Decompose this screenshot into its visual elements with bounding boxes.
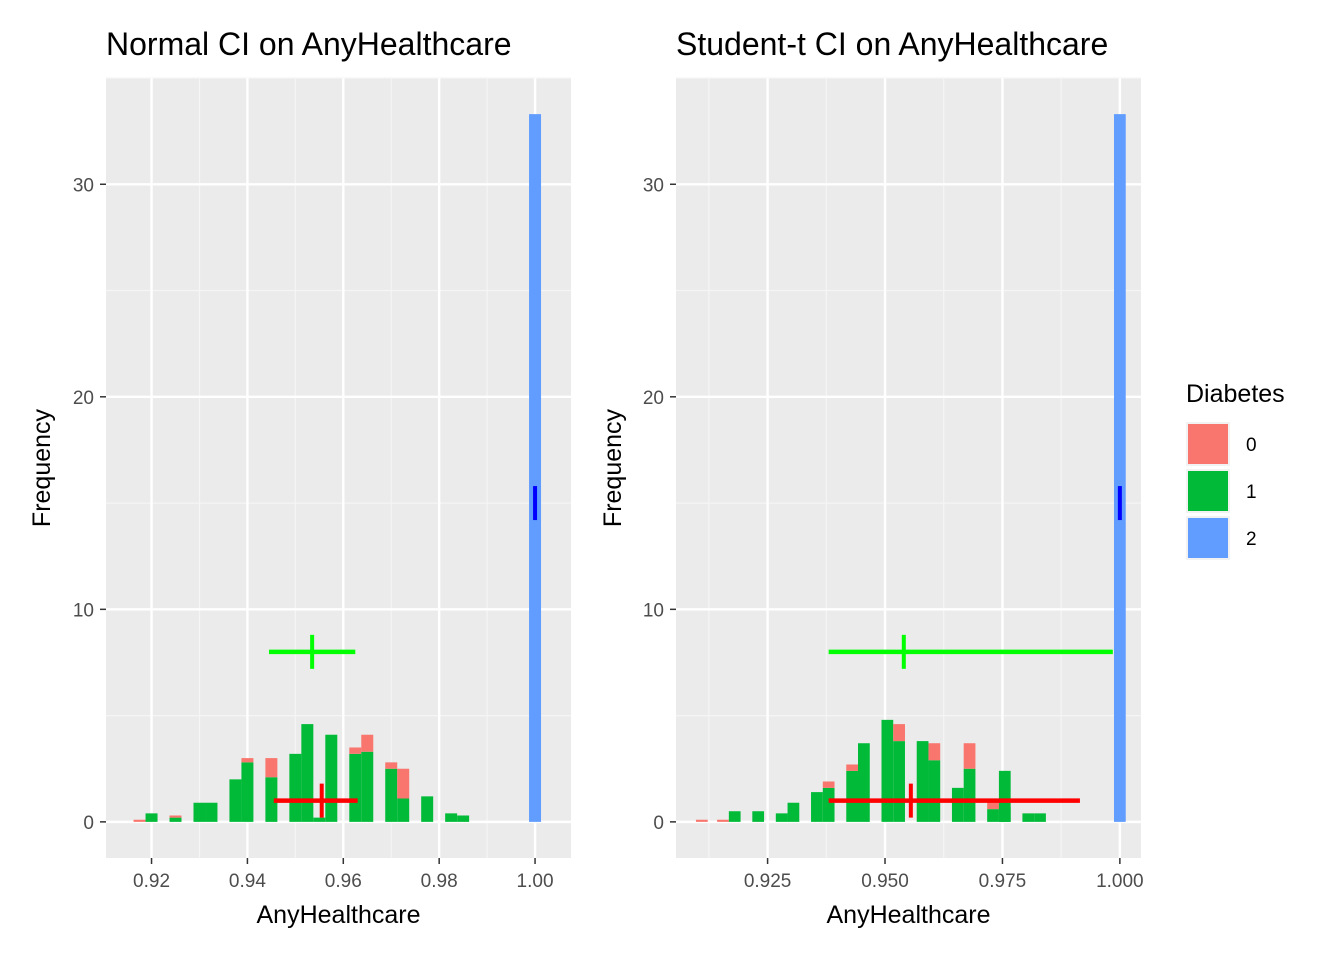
histogram-bar bbox=[775, 813, 788, 822]
histogram-bar bbox=[1022, 813, 1035, 822]
x-axis-title: AnyHealthcare bbox=[827, 901, 991, 929]
histogram-bar bbox=[822, 787, 835, 822]
histogram-bar bbox=[457, 815, 470, 822]
chart-title: Normal CI on AnyHealthcare bbox=[106, 26, 512, 62]
histogram-bar bbox=[811, 792, 823, 822]
histogram-bar bbox=[893, 724, 905, 742]
histogram-bar bbox=[998, 770, 1011, 822]
x-tick-label: 0.94 bbox=[229, 871, 266, 892]
histogram-bar bbox=[881, 719, 894, 822]
histogram-bar bbox=[445, 813, 458, 822]
x-tick-label: 0.975 bbox=[979, 871, 1027, 892]
histogram-bar bbox=[397, 768, 410, 799]
x-tick-label: 0.98 bbox=[421, 871, 458, 892]
histogram-bar bbox=[193, 802, 206, 822]
x-tick-label: 0.96 bbox=[325, 871, 362, 892]
histogram-bar bbox=[787, 802, 800, 822]
histogram-bar bbox=[987, 809, 999, 822]
histogram-bar bbox=[1113, 114, 1126, 822]
histogram-bar bbox=[987, 800, 999, 810]
histogram-bar bbox=[241, 758, 254, 763]
chart-panel-1: 0 10 20 30 0.92 0.94 0.96 0.98 1.00 Normal CI on … bbox=[28, 26, 571, 929]
histogram-bar bbox=[265, 758, 278, 778]
histogram-bar bbox=[858, 743, 870, 822]
histogram-bar bbox=[349, 753, 362, 822]
panel-background bbox=[676, 78, 1141, 858]
legend-title: Diabetes bbox=[1186, 380, 1285, 408]
y-tick-label: 0 bbox=[83, 813, 94, 834]
histogram-bar bbox=[169, 815, 182, 818]
histogram-bar bbox=[229, 779, 242, 822]
histogram-bar bbox=[846, 770, 859, 822]
histogram-bar bbox=[695, 819, 708, 822]
x-tick-label: 0.925 bbox=[744, 871, 792, 892]
histogram-bar bbox=[951, 787, 964, 822]
histogram-bar bbox=[265, 777, 278, 822]
histogram-bar bbox=[963, 743, 976, 769]
chart-panel-2: 0 10 20 30 0.925 0.950 0.975 1.000 Student-t CI … bbox=[599, 26, 1144, 929]
histogram-bar bbox=[325, 734, 338, 822]
histogram-bar bbox=[133, 819, 146, 822]
y-tick-label: 10 bbox=[73, 600, 94, 621]
histogram-bar bbox=[717, 819, 729, 822]
y-tick-label: 10 bbox=[643, 600, 664, 621]
histogram-bar bbox=[421, 796, 434, 822]
legend-swatch-2 bbox=[1188, 518, 1228, 558]
histogram-bar bbox=[385, 768, 398, 822]
y-tick-label: 30 bbox=[643, 175, 664, 196]
x-tick-label: 1.00 bbox=[517, 871, 554, 892]
histogram-bar bbox=[241, 762, 254, 822]
panel-background bbox=[106, 78, 571, 858]
histogram-bar bbox=[289, 753, 302, 822]
legend-label-2: 2 bbox=[1246, 529, 1257, 550]
histogram-bar bbox=[385, 762, 398, 769]
y-tick-label: 20 bbox=[73, 388, 94, 409]
histogram-bar bbox=[928, 743, 941, 761]
legend-label-0: 0 bbox=[1246, 435, 1257, 456]
histogram-bar bbox=[728, 811, 741, 822]
legend: Diabetes 0 1 2 bbox=[1186, 380, 1285, 560]
x-tick-label: 0.950 bbox=[861, 871, 909, 892]
histogram-bar bbox=[349, 747, 362, 754]
histogram-bar bbox=[963, 768, 976, 822]
y-axis-title: Frequency bbox=[599, 408, 627, 527]
histogram-bar bbox=[893, 741, 905, 822]
histogram-bar bbox=[928, 760, 941, 822]
histogram-bar bbox=[752, 811, 765, 822]
x-tick-label: 1.000 bbox=[1096, 871, 1144, 892]
histogram-bar bbox=[145, 813, 158, 822]
histogram-bar bbox=[313, 817, 326, 822]
y-tick-label: 0 bbox=[653, 813, 664, 834]
histogram-bar bbox=[361, 751, 374, 822]
histogram-bar bbox=[301, 724, 314, 822]
histogram-bar bbox=[916, 741, 929, 822]
histogram-bar bbox=[846, 764, 859, 771]
histogram-bar bbox=[169, 817, 182, 822]
legend-swatch-0 bbox=[1188, 424, 1228, 464]
histogram-bar bbox=[205, 802, 218, 822]
x-axis-title: AnyHealthcare bbox=[257, 901, 421, 929]
histogram-bar bbox=[1034, 813, 1046, 822]
y-axis-title: Frequency bbox=[28, 408, 56, 527]
histogram-bar bbox=[822, 781, 835, 788]
y-tick-label: 30 bbox=[73, 175, 94, 196]
legend-swatch-1 bbox=[1188, 471, 1228, 511]
chart-title: Student-t CI on AnyHealthcare bbox=[676, 26, 1108, 62]
histogram-bar bbox=[529, 114, 542, 822]
histogram-bar bbox=[397, 798, 410, 822]
histogram-bar bbox=[361, 734, 374, 752]
x-tick-label: 0.92 bbox=[133, 871, 170, 892]
y-tick-label: 20 bbox=[643, 388, 664, 409]
histogram-bar bbox=[998, 806, 1011, 822]
legend-label-1: 1 bbox=[1246, 482, 1257, 503]
